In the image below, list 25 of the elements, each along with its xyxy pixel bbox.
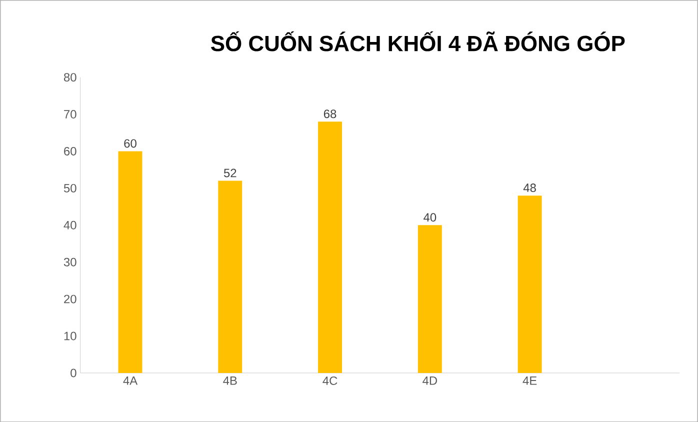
bar [118, 151, 142, 373]
chart-title: SỐ CUỐN SÁCH KHỐI 4 ĐÃ ĐÓNG GÓP [210, 31, 625, 52]
data-label: 68 [324, 109, 336, 118]
data-label: 48 [523, 183, 536, 192]
bar [518, 195, 542, 373]
x-tick-label: 4D [422, 376, 437, 385]
y-tick-label: 30 [64, 258, 76, 266]
data-label: 52 [224, 168, 236, 178]
y-tick-label: 80 [64, 72, 76, 82]
y-tick-label: 70 [64, 110, 76, 118]
x-tick-label: 4A [123, 376, 138, 385]
y-tick-label: 20 [64, 294, 76, 304]
y-tick-label: 10 [64, 332, 76, 340]
x-tick-label: 4E [522, 376, 537, 385]
x-tick-label: 4B [223, 376, 237, 385]
y-tick-label: 60 [64, 146, 76, 156]
y-tick-label: 50 [64, 184, 76, 192]
bar [218, 180, 242, 373]
bar [418, 224, 442, 373]
data-label: 60 [124, 139, 136, 148]
bar [318, 122, 342, 373]
y-tick-label: 40 [64, 220, 76, 230]
x-tick-label: 4C [322, 376, 338, 385]
y-tick-label: 0 [70, 368, 76, 378]
data-label: 40 [424, 212, 436, 222]
